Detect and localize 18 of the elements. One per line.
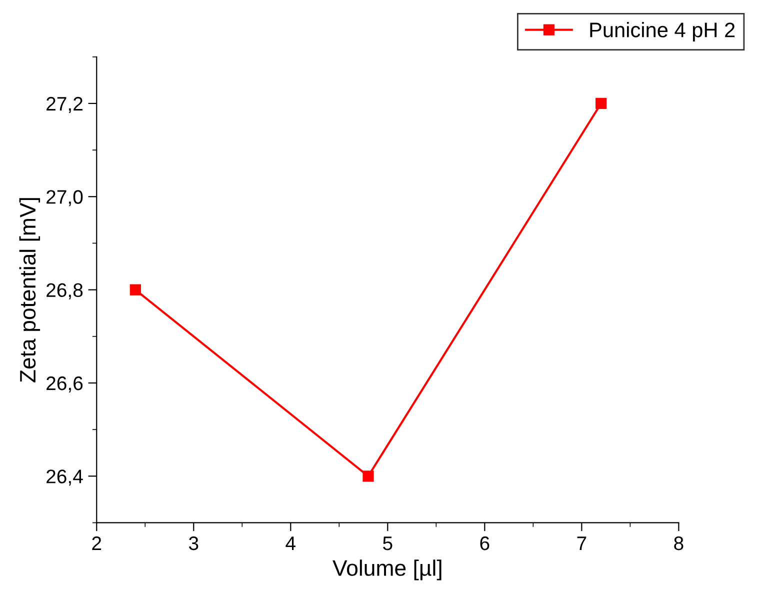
y-tick-label: 27,2 [46,96,82,113]
x-tick-label: 8 [674,536,684,550]
x-axis-title: Volume [µl] [332,560,442,580]
point [362,470,374,482]
x-tick-label: 4 [286,536,296,550]
y-tick-label: 26,6 [46,376,83,392]
x-tick-label: 2 [92,536,102,550]
y-tick-label: 27,0 [46,190,83,206]
legend-label: Punicine 4 pH 2 [590,22,735,42]
y-tick-label: 26,8 [46,283,83,300]
point [130,284,141,296]
point [596,98,607,110]
x-tick-label: 3 [188,536,198,550]
y-axis-title: Zeta potential [mV] [19,198,40,382]
y-tick-label: 26,4 [46,470,83,486]
x-tick-label: 7 [577,536,586,550]
x-tick-label: 6 [480,536,490,550]
x-tick-label: 5 [383,536,392,550]
